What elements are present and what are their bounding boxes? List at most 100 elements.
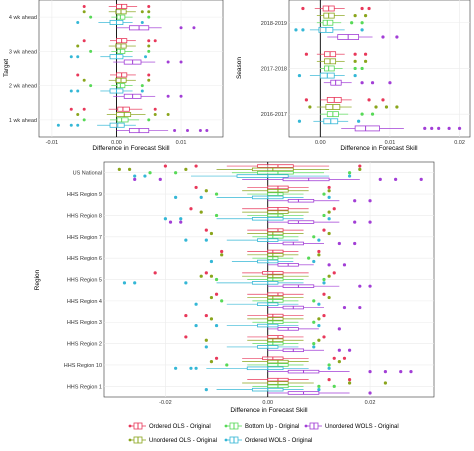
region-outlier-point [214, 292, 219, 296]
target-outlier-point [69, 89, 73, 93]
region-outlier-point [317, 388, 321, 392]
season-box [324, 65, 335, 72]
legend-label: Unordered WOLS - Original [325, 424, 399, 430]
season-outlier-point [360, 66, 364, 71]
region-box [267, 292, 284, 296]
season-outlier-point [353, 14, 357, 18]
season-outlier-point [304, 52, 309, 56]
region-outlier-point [174, 366, 178, 370]
season-outlier-point [360, 112, 364, 116]
region-y-axis-label: Region [34, 269, 41, 290]
region-outlier-point [368, 220, 372, 224]
region-outlier-point [322, 277, 326, 282]
region-outlier-point [383, 381, 387, 385]
region-x-tick-label: -0.02 [159, 400, 172, 406]
target-box [109, 122, 125, 128]
region-outlier-point [209, 274, 214, 278]
target-outlier-point [147, 49, 151, 53]
region-outlier-point [209, 231, 214, 236]
region-outlier-point [148, 171, 152, 175]
region-outlier-point [153, 271, 157, 275]
region-y-tick-label: HHS Region 2 [67, 342, 102, 348]
region-outlier-point [342, 356, 347, 360]
target-box [116, 48, 126, 54]
season-x-tick-label: 0.02 [454, 140, 465, 146]
region-outlier-point [194, 164, 198, 168]
region-y-tick-label: HHS Region 1 [67, 384, 102, 390]
season-outlier-point [370, 112, 375, 116]
season-outlier-point [297, 73, 302, 78]
region-outlier-point [199, 195, 203, 200]
season-outlier-point [350, 21, 354, 25]
region-outlier-point [327, 210, 331, 214]
region-box [287, 220, 315, 224]
region-outlier-point [332, 356, 336, 360]
season-outlier-point [381, 35, 385, 39]
region-outlier-point [394, 177, 398, 181]
region-box [267, 338, 284, 343]
season-outlier-point [360, 21, 364, 25]
region-outlier-point [332, 384, 336, 388]
region-outlier-point [204, 271, 208, 275]
region-outlier-point [332, 271, 336, 275]
target-outlier-point [147, 15, 151, 19]
region-box [287, 198, 315, 203]
region-box [267, 295, 284, 300]
region-outlier-point [353, 199, 357, 203]
region-outlier-point [322, 228, 326, 232]
season-outlier-point [437, 126, 441, 131]
region-outlier-point [194, 323, 198, 328]
season-outlier-point [353, 52, 357, 56]
season-outlier-point [360, 81, 364, 85]
season-x-tick-label: 0.00 [315, 140, 326, 146]
season-outlier-point [360, 28, 364, 32]
region-outlier-point [317, 317, 321, 321]
season-x-tick-label: 0.01 [385, 140, 396, 146]
region-box [267, 277, 284, 282]
region-outlier-point [317, 338, 321, 342]
legend-key [128, 436, 146, 444]
region-box [267, 192, 284, 196]
region-box [267, 341, 284, 346]
season-outlier-point [367, 98, 371, 102]
region-outlier-point [214, 356, 219, 360]
region-y-tick-label: HHS Region 8 [67, 213, 102, 219]
region-outlier-point [307, 256, 311, 260]
season-outlier-point [430, 126, 434, 131]
season-y-axis-label: Season [236, 57, 243, 79]
region-outlier-point [194, 302, 198, 306]
season-x-axis-label: Difference in Forecast Skill [340, 145, 418, 152]
target-box [116, 14, 126, 20]
target-outlier-point [89, 49, 93, 53]
target-outlier-point [82, 10, 86, 14]
region-outlier-point [322, 281, 326, 285]
season-outlier-point [370, 81, 375, 85]
region-outlier-point [117, 167, 121, 171]
region-outlier-point [327, 263, 331, 267]
season-outlier-point [353, 59, 357, 63]
region-box [267, 320, 284, 324]
region-outlier-point [337, 348, 341, 352]
region-y-tick-label: HHS Region 5 [67, 278, 102, 284]
region-outlier-point [204, 313, 208, 318]
region-box [267, 213, 284, 218]
region-outlier-point [327, 378, 331, 382]
region-outlier-point [133, 281, 137, 285]
region-outlier-point [174, 171, 178, 175]
target-outlier-point [147, 73, 151, 77]
target-outlier-point [82, 78, 86, 82]
target-x-tick-label: 0.00 [111, 140, 122, 146]
region-outlier-point [353, 241, 357, 246]
season-outlier-point [457, 126, 462, 131]
target-y-axis-label: Target [3, 59, 10, 77]
target-outlier-point [69, 107, 73, 111]
season-outlier-point [363, 52, 368, 56]
region-box [267, 235, 284, 239]
region-outlier-point [327, 295, 331, 300]
target-outlier-point [76, 73, 80, 77]
target-outlier-point [69, 55, 73, 59]
legend-label: Bottom Up - Original [245, 424, 299, 430]
target-outlier-point [89, 84, 93, 88]
region-panel: HHS Region 1 HHS Region 10 HHS Region 2 HHS… [34, 161, 435, 414]
region-outlier-point [204, 338, 208, 342]
